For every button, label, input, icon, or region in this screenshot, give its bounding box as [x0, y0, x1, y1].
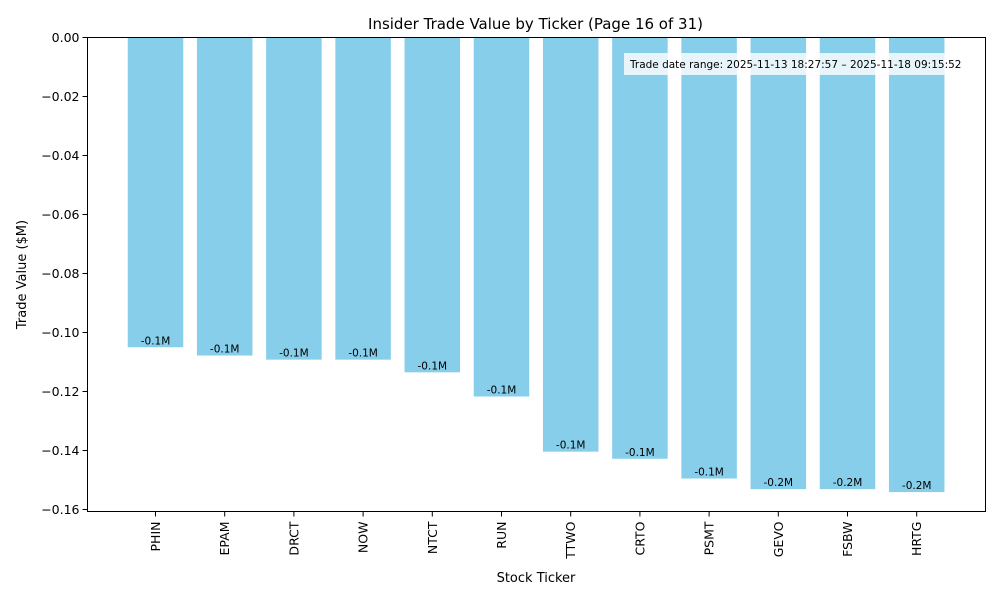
- y-tick-label: −0.12: [41, 384, 79, 399]
- x-tick-label-gevo: GEVO: [771, 521, 786, 557]
- data-label-hrtg: -0.2M: [902, 480, 932, 492]
- x-axis: PHIN EPAM DRCT NOW NTCT RUN TTWO CRTO PSMT GEVO FS…: [148, 511, 924, 560]
- data-label-gevo: -0.2M: [764, 477, 794, 489]
- bar-fsbw: [819, 37, 876, 490]
- bars-group: [127, 37, 945, 493]
- y-axis: 0.00 −0.02 −0.04 −0.06 −0.08 −0.10 −0.12 −0.14 −…: [41, 30, 88, 517]
- bar-phin: [127, 37, 184, 348]
- bar-run: [473, 37, 530, 397]
- data-label-fsbw: -0.2M: [833, 477, 863, 489]
- data-label-crto: -0.1M: [625, 447, 655, 459]
- x-tick-label-run: RUN: [494, 522, 509, 549]
- annotation-text: Trade date range: 2025-11-13 18:27:57 – …: [629, 59, 961, 71]
- y-tick-label: −0.14: [41, 443, 79, 458]
- y-tick-label: −0.02: [41, 89, 79, 104]
- data-labels-group: -0.1M -0.1M -0.1M -0.1M -0.1M -0.1M -0.1M -0.1M…: [141, 335, 932, 492]
- x-tick-label-now: NOW: [356, 522, 371, 554]
- y-tick-label: 0.00: [52, 30, 80, 45]
- bar-epam: [196, 37, 253, 356]
- y-axis-label: Trade Value ($M): [15, 220, 30, 330]
- bar-now: [335, 37, 391, 360]
- y-tick-label: −0.08: [41, 266, 79, 281]
- y-tick-label: −0.04: [41, 148, 79, 163]
- bar-crto: [612, 37, 668, 459]
- data-label-ttwo: -0.1M: [556, 440, 586, 452]
- x-tick-label-crto: CRTO: [632, 521, 647, 555]
- bar-hrtg: [888, 37, 945, 493]
- x-tick-label-ntct: NTCT: [425, 521, 440, 554]
- data-label-ntct: -0.1M: [418, 360, 448, 372]
- data-label-phin: -0.1M: [141, 335, 171, 347]
- data-label-psmt: -0.1M: [694, 467, 724, 479]
- data-label-epam: -0.1M: [210, 344, 240, 356]
- x-tick-label-hrtg: HRTG: [909, 522, 924, 557]
- bar-psmt: [681, 37, 737, 479]
- annotation-box: Trade date range: 2025-11-13 18:27:57 – …: [624, 53, 985, 75]
- data-label-drct: -0.1M: [279, 348, 309, 360]
- y-tick-label: −0.10: [41, 325, 79, 340]
- data-label-run: -0.1M: [487, 385, 517, 397]
- x-axis-label: Stock Ticker: [497, 571, 576, 586]
- plot-area-frame: [87, 37, 986, 512]
- annotation-background: [624, 53, 985, 75]
- x-tick-label-fsbw: FSBW: [840, 522, 855, 557]
- chart-title: Insider Trade Value by Ticker (Page 16 o…: [368, 15, 703, 33]
- y-tick-label: −0.06: [41, 207, 79, 222]
- bar-drct: [266, 37, 322, 360]
- x-tick-label-phin: PHIN: [148, 522, 163, 552]
- bar-ntct: [404, 37, 461, 373]
- x-tick-label-ttwo: TTWO: [563, 521, 578, 559]
- x-tick-label-drct: DRCT: [286, 521, 301, 555]
- x-tick-label-psmt: PSMT: [702, 521, 717, 555]
- bar-gevo: [750, 37, 807, 490]
- data-label-now: -0.1M: [348, 348, 378, 360]
- x-tick-label-epam: EPAM: [217, 522, 232, 556]
- bar-ttwo: [542, 37, 599, 452]
- y-tick-label: −0.16: [41, 502, 79, 517]
